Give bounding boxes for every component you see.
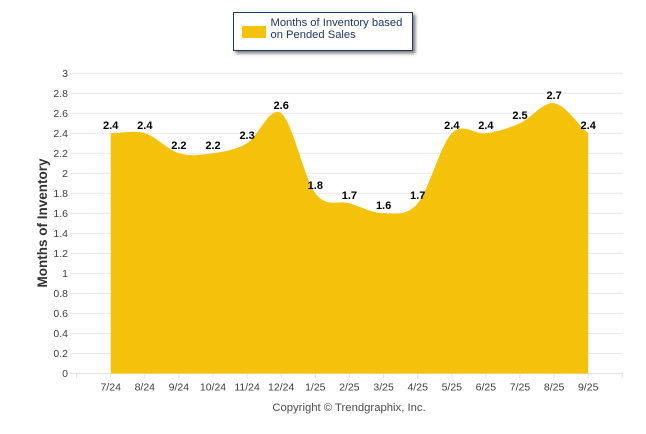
svg-text:2.4: 2.4 <box>103 120 119 132</box>
svg-text:2: 2 <box>62 168 68 180</box>
svg-text:1.7: 1.7 <box>410 190 425 202</box>
svg-text:1.4: 1.4 <box>53 228 68 240</box>
svg-text:2/25: 2/25 <box>339 382 360 394</box>
svg-text:1.7: 1.7 <box>342 190 357 202</box>
svg-text:4/25: 4/25 <box>407 382 428 394</box>
svg-text:3/25: 3/25 <box>373 382 394 394</box>
svg-text:5/25: 5/25 <box>442 382 463 394</box>
svg-text:2.5: 2.5 <box>512 110 527 122</box>
svg-text:2.8: 2.8 <box>53 88 68 100</box>
svg-text:2.4: 2.4 <box>137 120 153 132</box>
svg-text:9/24: 9/24 <box>169 382 190 394</box>
svg-text:1.8: 1.8 <box>53 188 68 200</box>
svg-text:2.4: 2.4 <box>444 120 460 132</box>
svg-text:0.2: 0.2 <box>53 348 68 360</box>
svg-text:1: 1 <box>62 268 68 280</box>
svg-text:2.3: 2.3 <box>239 130 254 142</box>
svg-text:2.6: 2.6 <box>53 108 68 120</box>
svg-text:1/25: 1/25 <box>305 382 326 394</box>
svg-text:0.4: 0.4 <box>53 328 68 340</box>
svg-text:8/25: 8/25 <box>544 382 565 394</box>
svg-text:3: 3 <box>62 68 68 80</box>
svg-text:2.4: 2.4 <box>53 128 68 140</box>
svg-text:1.2: 1.2 <box>53 248 68 260</box>
svg-text:2.7: 2.7 <box>546 90 561 102</box>
svg-text:0.8: 0.8 <box>53 288 68 300</box>
svg-text:8/24: 8/24 <box>135 382 156 394</box>
svg-text:1.6: 1.6 <box>53 208 68 220</box>
svg-text:2.2: 2.2 <box>171 140 186 152</box>
svg-text:2.2: 2.2 <box>205 140 220 152</box>
svg-text:1.8: 1.8 <box>308 180 323 192</box>
svg-text:11/24: 11/24 <box>234 382 260 394</box>
svg-text:0: 0 <box>62 368 68 380</box>
svg-text:7/25: 7/25 <box>510 382 531 394</box>
svg-text:2.4: 2.4 <box>478 120 494 132</box>
svg-text:2.4: 2.4 <box>581 120 597 132</box>
svg-text:6/25: 6/25 <box>476 382 497 394</box>
svg-text:7/24: 7/24 <box>100 382 121 394</box>
svg-text:Months of Inventory: Months of Inventory <box>35 158 50 287</box>
svg-text:2.2: 2.2 <box>53 148 68 160</box>
svg-text:12/24: 12/24 <box>268 382 294 394</box>
svg-text:2.6: 2.6 <box>274 100 289 112</box>
svg-text:1.6: 1.6 <box>376 200 391 212</box>
svg-text:9/25: 9/25 <box>578 382 599 394</box>
svg-text:0.6: 0.6 <box>53 308 68 320</box>
svg-text:10/24: 10/24 <box>200 382 226 394</box>
